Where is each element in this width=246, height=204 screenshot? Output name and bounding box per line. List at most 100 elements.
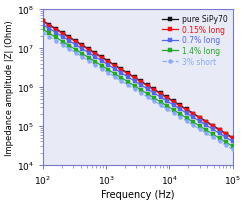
3% short <box>153 100 156 103</box>
pure SiPy70 <box>153 89 156 91</box>
0.7% long <box>48 28 51 31</box>
0.15% long <box>133 77 136 80</box>
0.7% long <box>68 40 71 43</box>
3% short <box>185 120 188 123</box>
1.4% long <box>225 141 228 144</box>
pure SiPy70 <box>133 77 136 79</box>
0.15% long <box>87 49 90 52</box>
0.7% long <box>192 116 195 119</box>
Line: 0.7% long: 0.7% long <box>41 23 235 144</box>
Y-axis label: Impedance amplitude |Z| (Ohm): Impedance amplitude |Z| (Ohm) <box>5 20 14 155</box>
0.7% long <box>94 56 97 59</box>
0.7% long <box>74 44 77 47</box>
1.4% long <box>179 113 182 116</box>
0.7% long <box>42 24 45 27</box>
pure SiPy70 <box>61 32 64 35</box>
3% short <box>146 96 149 99</box>
pure SiPy70 <box>68 37 71 39</box>
pure SiPy70 <box>107 61 110 63</box>
3% short <box>120 80 123 83</box>
0.15% long <box>94 53 97 56</box>
1.4% long <box>133 85 136 88</box>
0.7% long <box>107 64 110 67</box>
1.4% long <box>120 77 123 80</box>
pure SiPy70 <box>81 44 84 47</box>
3% short <box>100 68 103 71</box>
0.15% long <box>185 109 188 112</box>
pure SiPy70 <box>179 105 182 107</box>
pure SiPy70 <box>55 29 58 31</box>
0.15% long <box>42 21 45 24</box>
3% short <box>199 128 201 131</box>
1.4% long <box>192 121 195 124</box>
0.7% long <box>166 100 169 103</box>
1.4% long <box>212 133 215 136</box>
0.7% long <box>225 136 228 139</box>
0.15% long <box>192 113 195 116</box>
pure SiPy70 <box>159 93 162 95</box>
3% short <box>126 84 129 87</box>
pure SiPy70 <box>225 133 228 135</box>
0.15% long <box>166 97 169 100</box>
0.15% long <box>120 69 123 72</box>
pure SiPy70 <box>218 129 221 131</box>
0.15% long <box>100 57 103 60</box>
1.4% long <box>139 89 142 92</box>
pure SiPy70 <box>87 49 90 51</box>
0.15% long <box>113 65 116 68</box>
3% short <box>205 132 208 135</box>
0.7% long <box>126 76 129 79</box>
0.15% long <box>205 121 208 124</box>
3% short <box>133 88 136 91</box>
1.4% long <box>100 65 103 68</box>
Line: 1.4% long: 1.4% long <box>41 28 235 149</box>
0.7% long <box>61 36 64 39</box>
0.15% long <box>74 41 77 44</box>
3% short <box>87 60 90 63</box>
0.15% long <box>212 125 215 128</box>
0.7% long <box>100 60 103 63</box>
0.7% long <box>55 32 58 35</box>
0.15% long <box>107 61 110 64</box>
1.4% long <box>87 57 90 60</box>
Line: 0.15% long: 0.15% long <box>41 20 235 141</box>
0.7% long <box>113 68 116 71</box>
0.7% long <box>87 52 90 55</box>
0.15% long <box>179 105 182 108</box>
0.7% long <box>146 88 149 91</box>
1.4% long <box>159 101 162 104</box>
pure SiPy70 <box>172 101 175 103</box>
1.4% long <box>231 145 234 148</box>
0.15% long <box>139 81 142 84</box>
3% short <box>74 52 77 55</box>
pure SiPy70 <box>231 137 234 139</box>
3% short <box>218 140 221 143</box>
Line: pure SiPy70: pure SiPy70 <box>41 20 235 140</box>
0.7% long <box>139 84 142 87</box>
0.7% long <box>159 96 162 99</box>
pure SiPy70 <box>199 117 201 119</box>
3% short <box>61 44 64 47</box>
0.7% long <box>133 80 136 83</box>
0.15% long <box>225 133 228 136</box>
3% short <box>139 92 142 95</box>
1.4% long <box>81 53 84 55</box>
pure SiPy70 <box>212 125 215 127</box>
pure SiPy70 <box>192 113 195 115</box>
0.7% long <box>185 112 188 115</box>
pure SiPy70 <box>113 65 116 67</box>
pure SiPy70 <box>48 24 51 27</box>
0.15% long <box>48 25 51 28</box>
1.4% long <box>61 41 64 43</box>
3% short <box>81 56 84 59</box>
1.4% long <box>94 61 97 64</box>
pure SiPy70 <box>139 81 142 83</box>
pure SiPy70 <box>42 20 45 23</box>
0.15% long <box>172 101 175 104</box>
3% short <box>107 72 110 75</box>
pure SiPy70 <box>120 69 123 71</box>
0.15% long <box>159 93 162 96</box>
pure SiPy70 <box>94 53 97 55</box>
0.15% long <box>126 73 129 76</box>
pure SiPy70 <box>146 85 149 87</box>
